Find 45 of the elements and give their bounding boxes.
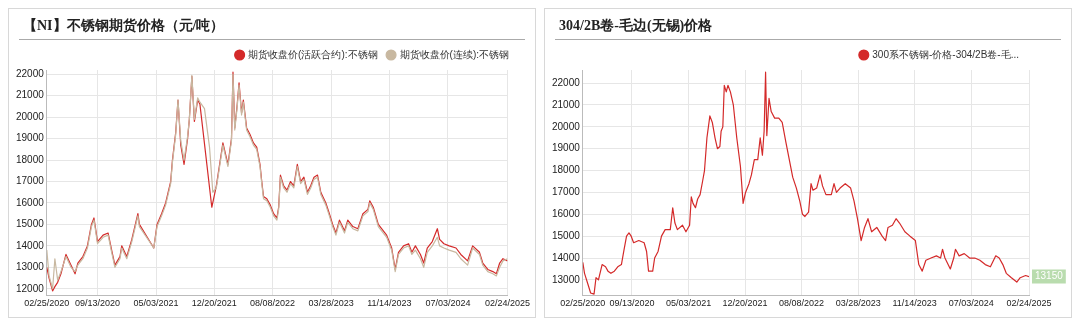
- y-tick-label: 20000: [552, 120, 581, 132]
- y-tick-label: 17000: [16, 175, 45, 187]
- chart-title: 304/2B卷-毛边(无锡)价格: [555, 9, 1061, 40]
- x-tick-label: 02/25/2020: [24, 298, 70, 309]
- x-tick-label: 08/08/2022: [250, 298, 296, 309]
- x-tick-label: 03/28/2023: [308, 298, 354, 309]
- y-tick-label: 12000: [16, 282, 45, 294]
- y-tick-label: 13000: [16, 261, 45, 273]
- legend-label: 期货收盘价(活跃合约):不锈钢: [248, 48, 378, 60]
- x-tick-label: 05/03/2021: [666, 298, 712, 309]
- legend-label: 300系不锈钢-价格-304/2B卷-毛...: [872, 48, 1020, 60]
- y-tick-label: 15000: [16, 218, 45, 230]
- x-tick-label: 12/20/2021: [191, 298, 237, 309]
- y-tick-label: 15000: [552, 229, 581, 241]
- y-tick-label: 16000: [552, 208, 581, 220]
- y-tick-label: 14000: [552, 251, 581, 263]
- annotation: 13150: [1035, 270, 1064, 282]
- y-tick-label: 16000: [16, 196, 45, 208]
- x-tick-label: 11/14/2023: [367, 298, 412, 309]
- y-tick-label: 17000: [552, 186, 581, 198]
- y-tick-label: 21000: [552, 98, 581, 110]
- y-tick-label: 19000: [16, 132, 45, 144]
- x-tick-label: 02/24/2025: [484, 298, 530, 309]
- y-tick-label: 20000: [16, 110, 45, 122]
- x-tick-label: 07/03/2024: [948, 298, 994, 309]
- y-tick-label: 22000: [552, 76, 581, 88]
- x-tick-label: 03/28/2023: [835, 298, 881, 309]
- y-tick-label: 13000: [552, 273, 581, 285]
- x-tick-label: 09/13/2020: [74, 298, 121, 309]
- y-tick-label: 22000: [16, 68, 45, 80]
- x-tick-label: 07/03/2024: [425, 298, 471, 309]
- legend-label: 期货收盘价(连续):不锈钢: [399, 48, 510, 60]
- y-tick-label: 21000: [16, 89, 45, 101]
- y-tick-label: 18000: [16, 153, 45, 165]
- x-tick-label: 12/20/2021: [722, 298, 768, 309]
- x-tick-label: 09/13/2020: [609, 298, 655, 309]
- y-tick-label: 14000: [16, 239, 45, 251]
- x-tick-label: 02/25/2020: [560, 298, 606, 309]
- x-tick-label: 02/24/2025: [1006, 298, 1052, 309]
- chart-title: 【NI】不锈钢期货价格（元/吨）: [19, 9, 525, 40]
- x-tick-label: 11/14/2023: [892, 298, 937, 309]
- x-tick-label: 08/08/2022: [778, 298, 825, 309]
- y-tick-label: 19000: [552, 142, 581, 154]
- x-tick-label: 05/03/2021: [133, 298, 179, 309]
- y-tick-label: 18000: [552, 164, 581, 176]
